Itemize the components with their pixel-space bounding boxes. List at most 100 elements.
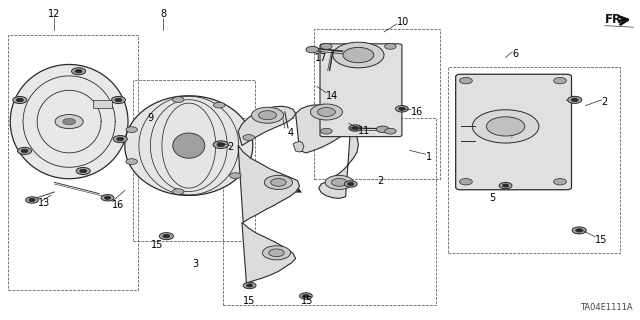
Text: 15: 15 <box>301 296 314 306</box>
Circle shape <box>115 98 122 102</box>
Circle shape <box>111 96 125 103</box>
Circle shape <box>262 246 291 260</box>
Circle shape <box>568 96 582 103</box>
Circle shape <box>259 111 276 120</box>
Text: 1: 1 <box>426 152 432 162</box>
Circle shape <box>243 135 255 140</box>
Circle shape <box>269 249 284 257</box>
Polygon shape <box>293 141 304 152</box>
Circle shape <box>321 128 332 134</box>
Circle shape <box>310 104 342 120</box>
Circle shape <box>79 169 86 173</box>
Circle shape <box>332 179 347 186</box>
Polygon shape <box>125 96 253 196</box>
Circle shape <box>246 284 253 287</box>
Circle shape <box>101 195 114 201</box>
Circle shape <box>173 97 184 102</box>
Circle shape <box>214 102 225 108</box>
Circle shape <box>159 233 173 240</box>
Polygon shape <box>242 222 296 283</box>
Circle shape <box>399 107 405 110</box>
Circle shape <box>230 173 241 179</box>
Circle shape <box>376 126 389 132</box>
Circle shape <box>16 98 23 102</box>
Circle shape <box>321 44 332 49</box>
Circle shape <box>303 294 309 298</box>
Circle shape <box>317 108 335 116</box>
Circle shape <box>349 125 362 131</box>
Circle shape <box>116 137 124 141</box>
Circle shape <box>385 128 396 134</box>
Circle shape <box>13 96 27 103</box>
Text: 2: 2 <box>602 97 608 108</box>
Circle shape <box>396 106 408 112</box>
Circle shape <box>213 141 228 148</box>
FancyBboxPatch shape <box>456 74 572 190</box>
Circle shape <box>55 115 83 129</box>
Circle shape <box>75 69 82 73</box>
Circle shape <box>460 179 472 185</box>
Circle shape <box>252 107 284 123</box>
Text: 10: 10 <box>397 17 409 28</box>
Circle shape <box>113 136 127 143</box>
Polygon shape <box>296 105 351 153</box>
Circle shape <box>344 181 357 187</box>
Circle shape <box>243 282 256 289</box>
Circle shape <box>29 198 35 202</box>
Circle shape <box>472 110 539 143</box>
Circle shape <box>217 143 225 147</box>
Circle shape <box>348 182 354 186</box>
Text: 3: 3 <box>192 259 198 269</box>
Circle shape <box>576 228 583 232</box>
Text: 16: 16 <box>411 107 423 117</box>
Circle shape <box>572 98 579 102</box>
Polygon shape <box>319 125 358 198</box>
Text: 15: 15 <box>595 235 607 245</box>
Circle shape <box>502 184 509 187</box>
Circle shape <box>163 234 170 238</box>
Circle shape <box>325 175 353 189</box>
Text: 11: 11 <box>358 126 371 136</box>
Polygon shape <box>173 133 205 158</box>
Text: 15: 15 <box>150 240 163 250</box>
Text: 15: 15 <box>243 296 256 306</box>
Circle shape <box>72 68 86 75</box>
Circle shape <box>554 77 566 84</box>
Polygon shape <box>238 146 300 222</box>
Circle shape <box>554 179 566 185</box>
Circle shape <box>300 293 312 299</box>
Circle shape <box>126 159 138 164</box>
Circle shape <box>572 227 586 234</box>
Text: 14: 14 <box>326 91 339 101</box>
Text: 4: 4 <box>288 128 294 138</box>
Text: FR.: FR. <box>605 13 627 26</box>
Text: 2: 2 <box>378 176 384 186</box>
Text: 13: 13 <box>38 198 51 208</box>
Text: TA04E1111A: TA04E1111A <box>580 303 632 312</box>
Polygon shape <box>10 65 128 179</box>
Circle shape <box>173 189 184 195</box>
FancyBboxPatch shape <box>320 44 402 137</box>
Text: 12: 12 <box>48 9 61 20</box>
Circle shape <box>343 47 374 63</box>
Circle shape <box>104 196 111 199</box>
Text: 9: 9 <box>147 113 154 124</box>
FancyBboxPatch shape <box>93 100 112 108</box>
Circle shape <box>306 46 319 53</box>
Text: 8: 8 <box>160 9 166 20</box>
Circle shape <box>26 197 38 203</box>
Circle shape <box>352 126 358 130</box>
Circle shape <box>21 149 28 153</box>
Circle shape <box>264 175 292 189</box>
Circle shape <box>271 179 286 186</box>
Text: 16: 16 <box>112 200 124 210</box>
Text: 6: 6 <box>512 49 518 60</box>
Text: 2: 2 <box>227 142 234 152</box>
Text: 5: 5 <box>490 193 496 204</box>
Circle shape <box>63 118 76 125</box>
Circle shape <box>76 167 90 174</box>
Polygon shape <box>238 106 296 146</box>
Circle shape <box>460 77 472 84</box>
Circle shape <box>126 127 138 132</box>
Circle shape <box>333 42 384 68</box>
